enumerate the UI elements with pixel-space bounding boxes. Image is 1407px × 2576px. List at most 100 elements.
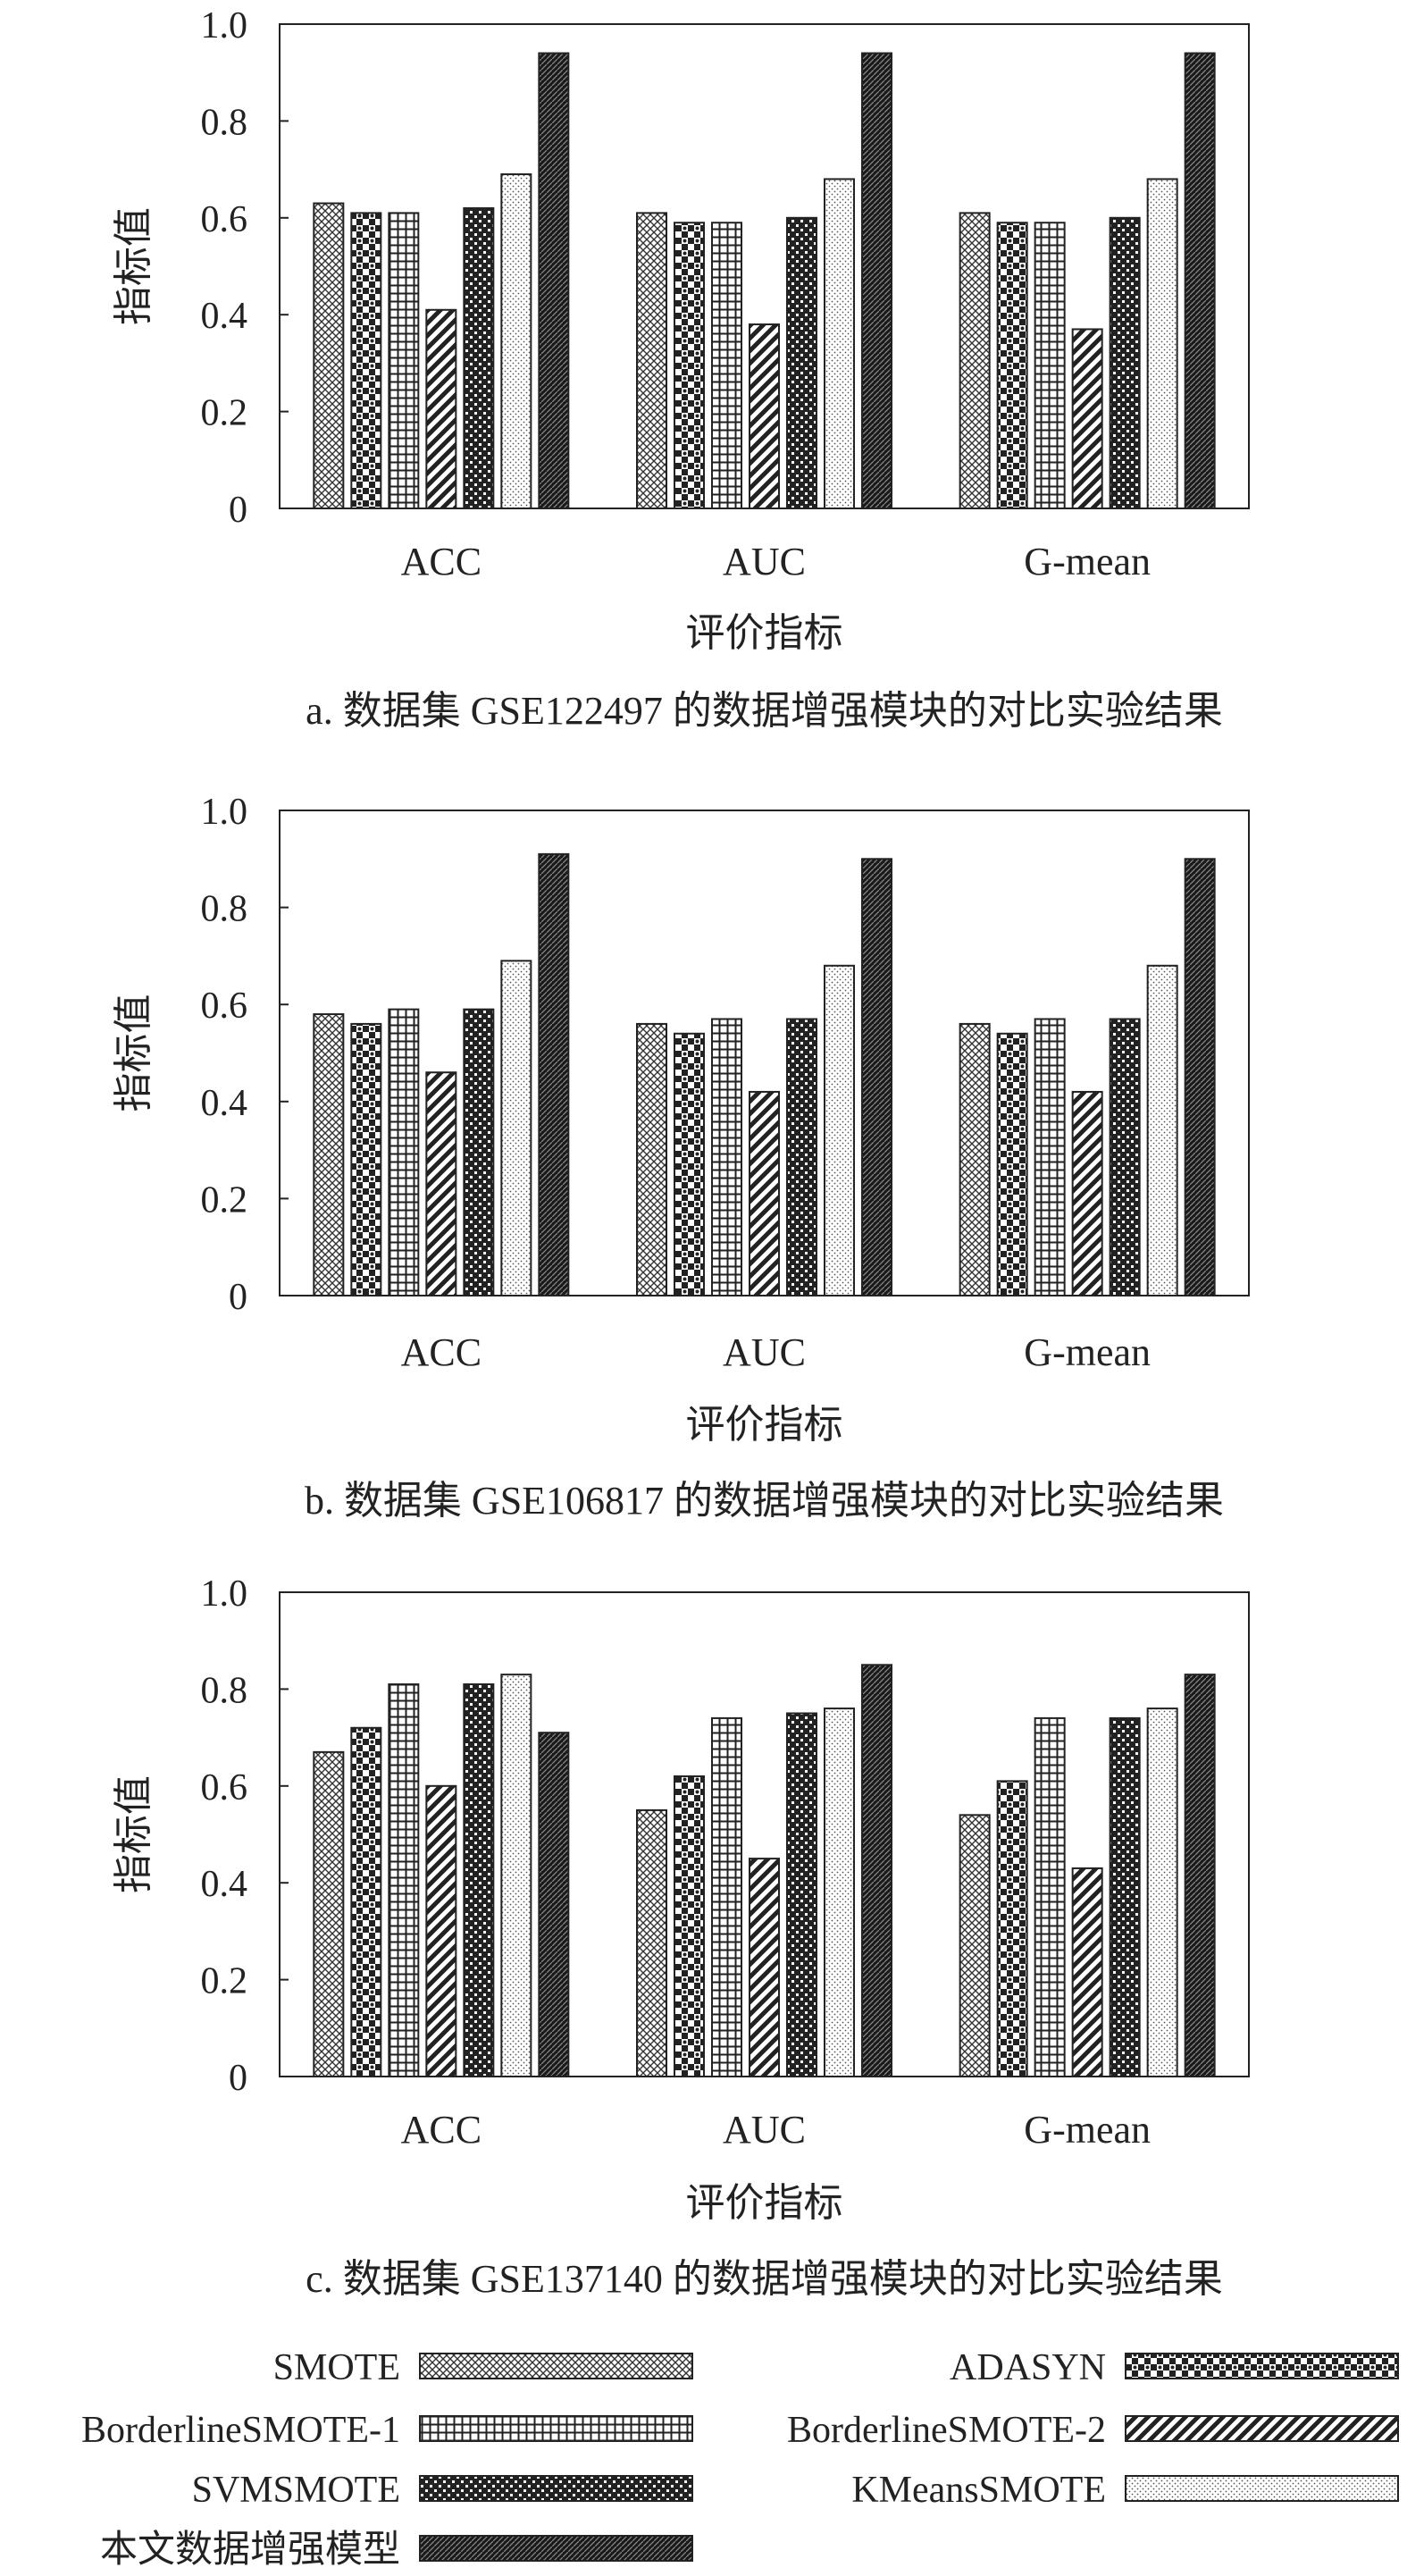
bar-series-6-auc bbox=[861, 1664, 892, 2078]
legend-label: KMeansSMOTE bbox=[851, 2470, 1106, 2511]
bar-series-6-g-mean bbox=[1184, 52, 1216, 510]
x-tick-label: G-mean bbox=[1024, 540, 1151, 583]
bar-svmsmote-g-mean bbox=[1109, 1716, 1141, 2078]
bar-borderlinesmote-2-acc bbox=[425, 1071, 457, 1296]
bar-borderlinesmote-2-g-mean bbox=[1071, 1090, 1103, 1296]
bar-adasyn-g-mean bbox=[996, 1780, 1028, 2077]
legend-swatch bbox=[419, 2535, 693, 2562]
bar-borderlinesmote-2-acc bbox=[425, 308, 457, 509]
y-axis-label: 指标值 bbox=[112, 1775, 155, 1893]
bar-adasyn-acc bbox=[350, 1022, 382, 1297]
bar-kmeanssmote-auc bbox=[824, 178, 855, 509]
x-axis-label: 评价指标 bbox=[686, 2181, 843, 2225]
chart-panel-3: 0 0.2 0.4 0.6 0.8 1.0 指标值 ACC AUC G-mean 评价指标 c. 数据… bbox=[112, 1573, 1250, 2301]
bar-series-6-g-mean bbox=[1184, 1674, 1216, 2077]
legend-item-adasyn: ADASYN bbox=[950, 2347, 1399, 2388]
bar-smote-g-mean bbox=[959, 1022, 991, 1297]
bar-smote-g-mean bbox=[959, 212, 991, 509]
bar-borderlinesmote-2-g-mean bbox=[1071, 1867, 1103, 2077]
bar-borderlinesmote-2-acc bbox=[425, 1784, 457, 2078]
bar-series-6-acc bbox=[538, 852, 570, 1296]
y-tick-label: 0.6 bbox=[201, 1767, 248, 1808]
bar-smote-acc bbox=[313, 1750, 345, 2077]
bar-svmsmote-auc bbox=[786, 216, 817, 510]
y-tick-label: 1.0 bbox=[201, 1573, 248, 1615]
x-tick-label: ACC bbox=[401, 540, 482, 583]
bar-adasyn-acc bbox=[350, 212, 382, 509]
bar-borderlinesmote-1-auc bbox=[711, 222, 742, 509]
bar-adasyn-auc bbox=[674, 1775, 705, 2077]
y-tick-label: 0 bbox=[229, 1277, 247, 1318]
bar-series-6-acc bbox=[538, 1732, 570, 2078]
bar-adasyn-acc bbox=[350, 1726, 382, 2077]
bar-borderlinesmote-1-acc bbox=[388, 1682, 420, 2077]
y-tick-label: 0.8 bbox=[201, 1670, 248, 1711]
legend-label: BorderlineSMOTE-1 bbox=[81, 2410, 400, 2451]
y-tick-label: 0.4 bbox=[201, 296, 248, 337]
bar-borderlinesmote-2-auc bbox=[749, 1090, 780, 1296]
x-tick-label: AUC bbox=[723, 540, 806, 583]
y-tick-label: 0 bbox=[229, 490, 247, 531]
legend-swatch bbox=[1125, 2415, 1399, 2442]
y-axis-label: 指标值 bbox=[112, 207, 155, 325]
bar-smote-acc bbox=[313, 202, 345, 509]
bar-series-6-g-mean bbox=[1184, 858, 1216, 1296]
bar-borderlinesmote-2-auc bbox=[749, 323, 780, 510]
bar-kmeanssmote-auc bbox=[824, 964, 855, 1296]
chart-panel-2: 0 0.2 0.4 0.6 0.8 1.0 指标值 ACC AUC G-mean 评价指标 b. 数据… bbox=[112, 792, 1250, 1523]
x-tick-label: AUC bbox=[723, 1330, 806, 1374]
bar-adasyn-auc bbox=[674, 1032, 705, 1297]
legend-label: 本文数据增强模型 bbox=[100, 2529, 400, 2571]
bar-adasyn-auc bbox=[674, 222, 705, 509]
legend-item-smote: SMOTE bbox=[273, 2347, 693, 2388]
y-tick-label: 1.0 bbox=[201, 5, 248, 46]
y-axis-label: 指标值 bbox=[112, 994, 155, 1112]
bar-svmsmote-auc bbox=[786, 1018, 817, 1296]
bar-smote-acc bbox=[313, 1013, 345, 1297]
x-axis-label: 评价指标 bbox=[686, 1403, 843, 1447]
x-tick-label: G-mean bbox=[1024, 2108, 1151, 2152]
y-tick-label: 0.6 bbox=[201, 199, 248, 240]
bar-svmsmote-acc bbox=[463, 206, 495, 510]
y-tick-label: 0.8 bbox=[201, 889, 248, 930]
bar-svmsmote-acc bbox=[463, 1682, 495, 2077]
bar-borderlinesmote-1-acc bbox=[388, 212, 420, 509]
bar-borderlinesmote-1-g-mean bbox=[1034, 222, 1066, 509]
legend-swatch bbox=[1125, 2475, 1399, 2502]
bar-svmsmote-g-mean bbox=[1109, 216, 1141, 510]
bar-kmeanssmote-g-mean bbox=[1146, 178, 1178, 509]
bar-kmeanssmote-auc bbox=[824, 1708, 855, 2077]
legend-swatch bbox=[419, 2415, 693, 2442]
y-tick-label: 0.2 bbox=[201, 1179, 248, 1221]
legend-label: BorderlineSMOTE-2 bbox=[787, 2410, 1106, 2451]
legend: SMOTE ADASYN BorderlineSMOTE-1 BorderlineSM… bbox=[81, 2347, 1399, 2571]
x-axis-label: 评价指标 bbox=[686, 611, 843, 655]
legend-item-series-6: 本文数据增强模型 bbox=[100, 2529, 693, 2571]
bar-svmsmote-auc bbox=[786, 1712, 817, 2077]
bar-borderlinesmote-1-g-mean bbox=[1034, 1716, 1066, 2078]
bar-series-6-auc bbox=[861, 52, 892, 510]
legend-label: ADASYN bbox=[950, 2347, 1106, 2388]
bar-adasyn-g-mean bbox=[996, 1032, 1028, 1297]
bar-borderlinesmote-2-auc bbox=[749, 1858, 780, 2078]
bar-kmeanssmote-g-mean bbox=[1146, 964, 1178, 1296]
x-tick-label: ACC bbox=[401, 2108, 482, 2152]
bar-kmeanssmote-acc bbox=[500, 960, 532, 1296]
legend-label: SVMSMOTE bbox=[192, 2470, 400, 2511]
y-tick-label: 0.2 bbox=[201, 1961, 248, 2002]
bar-smote-auc bbox=[636, 1808, 667, 2078]
x-tick-label: ACC bbox=[401, 1330, 482, 1374]
bar-borderlinesmote-2-g-mean bbox=[1071, 328, 1103, 509]
bar-svmsmote-g-mean bbox=[1109, 1018, 1141, 1296]
legend-item-kmeanssmote: KMeansSMOTE bbox=[851, 2470, 1399, 2511]
bar-kmeanssmote-acc bbox=[500, 173, 532, 510]
legend-label: SMOTE bbox=[273, 2347, 400, 2388]
legend-swatch bbox=[1125, 2353, 1399, 2379]
bar-smote-auc bbox=[636, 212, 667, 509]
y-tick-label: 0.4 bbox=[201, 1083, 248, 1124]
figure-caption: b. 数据集 GSE106817 的数据增强模块的对比实验结果 bbox=[305, 1479, 1224, 1523]
y-tick-label: 0.8 bbox=[201, 102, 248, 143]
y-tick-label: 1.0 bbox=[201, 792, 248, 833]
legend-swatch bbox=[419, 2353, 693, 2379]
